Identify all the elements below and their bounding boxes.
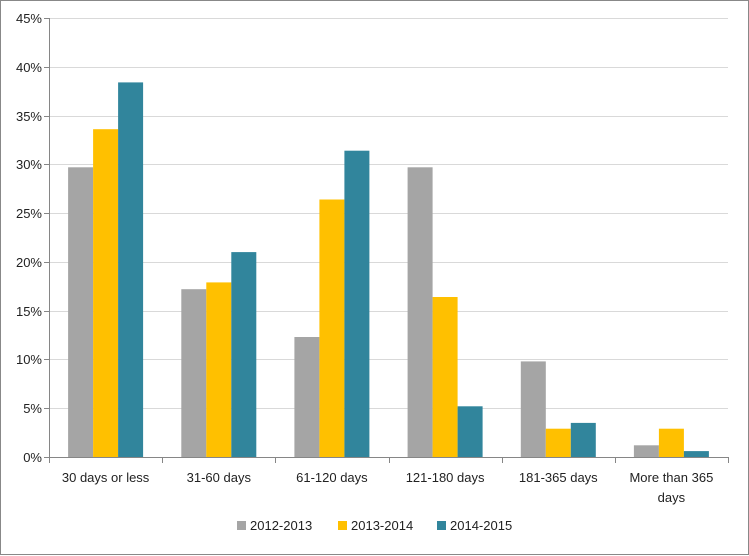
legend-swatch-2012-2013 (237, 521, 246, 530)
bar-2012-2013-4 (520, 361, 546, 457)
legend-label: 2014-2015 (450, 518, 512, 533)
bar-2013-2014-1 (206, 282, 232, 457)
bar-2014-2015-3 (457, 406, 483, 457)
y-tick-label: 40% (16, 60, 42, 75)
bar-2014-2015-4 (570, 422, 596, 457)
bar-2012-2013-0 (68, 167, 94, 458)
bar-2012-2013-5 (633, 445, 659, 457)
y-tick-label: 25% (16, 206, 42, 221)
bar-2014-2015-5 (683, 451, 709, 457)
y-tick-label: 0% (23, 450, 42, 465)
x-category-label: More than 365 (629, 470, 713, 485)
bar-2012-2013-1 (181, 289, 207, 457)
bar-2014-2015-0 (118, 82, 144, 458)
y-tick-label: 10% (16, 352, 42, 367)
y-tick-label: 35% (16, 109, 42, 124)
x-category-label: 121-180 days (406, 470, 485, 485)
legend-label: 2013-2014 (351, 518, 413, 533)
legend-swatch-2013-2014 (338, 521, 347, 530)
bar-2014-2015-2 (344, 150, 370, 457)
gridlines (49, 18, 728, 409)
y-tick-label: 20% (16, 255, 42, 270)
y-tick-label: 15% (16, 304, 42, 319)
legend-label: 2012-2013 (250, 518, 312, 533)
legend-swatch-2014-2015 (437, 521, 446, 530)
bar-2014-2015-1 (231, 252, 257, 457)
bar-2013-2014-3 (432, 297, 458, 457)
y-axis-tick-labels: 0% 5% 10% 15% 20% 25% 30% 35% 40% 45% (16, 11, 42, 465)
x-category-label: 31-60 days (187, 470, 252, 485)
x-category-label: 181-365 days (519, 470, 598, 485)
legend: 2012-2013 2013-2014 2014-2015 (237, 518, 512, 533)
axes (44, 18, 729, 463)
y-tick-label: 5% (23, 401, 42, 416)
y-tick-label: 45% (16, 11, 42, 26)
bar-2012-2013-2 (294, 337, 320, 457)
x-category-label: 61-120 days (296, 470, 368, 485)
bar-2013-2014-2 (319, 199, 345, 457)
bar-2013-2014-0 (93, 129, 119, 457)
bar-2013-2014-4 (545, 428, 571, 457)
bar-2013-2014-5 (658, 428, 684, 457)
bars (68, 82, 709, 458)
y-tick-label: 30% (16, 157, 42, 172)
x-category-label: 30 days or less (62, 470, 150, 485)
bar-2012-2013-3 (407, 167, 433, 458)
x-axis-category-labels: 30 days or less 31-60 days 61-120 days 121-… (62, 470, 713, 505)
x-category-label: days (658, 490, 686, 505)
